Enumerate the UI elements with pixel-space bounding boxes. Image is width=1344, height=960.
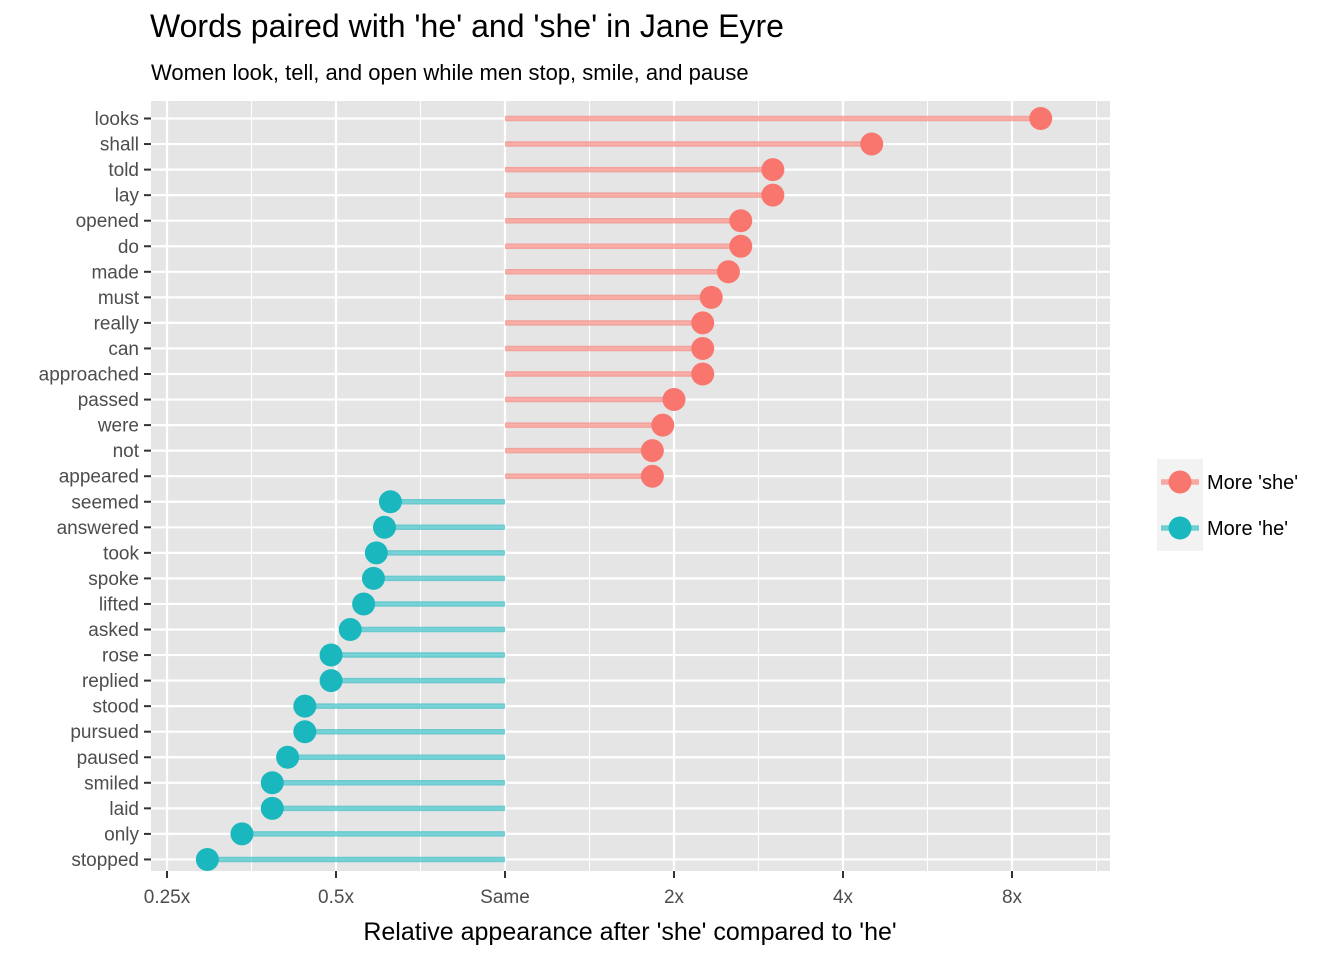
y-tick-label: can	[108, 339, 139, 360]
point-shall	[860, 132, 884, 156]
y-tick-label: were	[97, 416, 139, 437]
point-made	[716, 260, 740, 284]
y-tick-label: pursued	[70, 722, 139, 743]
point-rose	[319, 643, 343, 667]
x-tick-label: 0.25x	[144, 887, 191, 908]
plot-panel	[151, 101, 1110, 871]
y-tick-label: looks	[95, 109, 139, 130]
point-approached	[691, 362, 715, 386]
point-answered	[372, 515, 396, 539]
y-tick-label: stood	[93, 697, 139, 718]
chart-title: Words paired with 'he' and 'she' in Jane…	[150, 8, 784, 44]
point-can	[691, 336, 715, 360]
y-tick-label: spoke	[88, 569, 139, 590]
points-layer	[195, 107, 1053, 871]
point-seemed	[378, 490, 402, 514]
y-axis: looks shall told lay opened do made must really c…	[39, 109, 151, 871]
point-passed	[662, 388, 686, 412]
y-tick-label: stopped	[71, 850, 139, 871]
point-looks	[1029, 107, 1053, 130]
y-tick-label: lay	[115, 186, 140, 207]
x-tick-label: 4x	[833, 887, 854, 908]
point-appeared	[640, 464, 664, 488]
y-tick-label: opened	[76, 211, 139, 232]
point-lifted	[352, 592, 376, 616]
x-axis: 0.25x 0.5x Same 2x 4x 8x	[144, 871, 1023, 908]
legend-label: More 'he'	[1207, 518, 1288, 540]
y-tick-label: told	[108, 160, 139, 181]
x-tick-label: Same	[480, 887, 530, 908]
y-tick-label: approached	[39, 365, 139, 386]
y-tick-label: smiled	[84, 773, 139, 794]
y-tick-label: not	[113, 441, 140, 462]
y-tick-label: do	[118, 237, 139, 258]
y-tick-label: took	[103, 543, 139, 564]
legend-key-dot	[1168, 470, 1192, 494]
y-tick-label: must	[98, 288, 140, 309]
point-do	[729, 234, 753, 258]
point-replied	[319, 669, 343, 693]
point-must	[699, 285, 723, 309]
point-told	[761, 158, 785, 182]
y-tick-label: shall	[100, 135, 139, 156]
point-laid	[260, 796, 284, 820]
y-tick-label: appeared	[59, 467, 139, 488]
point-smiled	[260, 771, 284, 795]
point-pursued	[293, 720, 317, 744]
point-opened	[729, 209, 753, 233]
y-tick-label: passed	[78, 390, 139, 411]
point-asked	[338, 618, 362, 641]
point-stood	[293, 694, 317, 718]
y-tick-label: really	[94, 313, 140, 334]
y-tick-label: paused	[77, 748, 139, 769]
y-tick-label: asked	[88, 620, 139, 641]
legend: More 'she' More 'he'	[1157, 459, 1298, 551]
point-spoke	[361, 566, 385, 590]
y-tick-label: answered	[57, 518, 139, 539]
point-lay	[761, 183, 785, 207]
y-tick-label: lifted	[99, 594, 139, 615]
legend-key-dot	[1168, 516, 1192, 540]
y-tick-label: replied	[82, 671, 139, 692]
point-only	[230, 822, 254, 846]
y-tick-label: made	[91, 262, 139, 283]
x-tick-label: 2x	[664, 887, 685, 908]
y-tick-label: only	[104, 824, 139, 845]
point-were	[651, 413, 675, 437]
x-axis-title: Relative appearance after 'she' compared…	[363, 918, 896, 946]
y-tick-label: rose	[102, 646, 139, 667]
y-tick-label: seemed	[71, 492, 139, 513]
point-not	[640, 439, 664, 463]
point-stopped	[195, 847, 219, 871]
stems-layer	[207, 115, 1041, 863]
point-really	[691, 311, 715, 335]
point-took	[364, 541, 388, 565]
x-tick-label: 0.5x	[318, 887, 354, 908]
point-paused	[276, 745, 300, 769]
chart-subtitle: Women look, tell, and open while men sto…	[151, 60, 749, 85]
x-tick-label: 8x	[1002, 887, 1023, 908]
y-tick-label: laid	[109, 799, 139, 820]
legend-label: More 'she'	[1207, 472, 1298, 494]
